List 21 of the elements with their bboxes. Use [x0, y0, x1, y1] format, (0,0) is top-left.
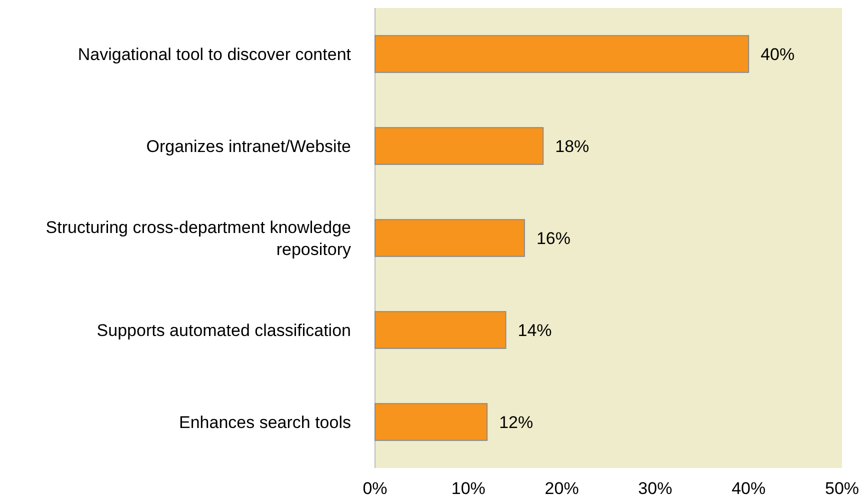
bar	[374, 35, 750, 73]
bar	[374, 403, 488, 441]
x-tick-label: 20%	[544, 479, 579, 498]
y-tick-label: Navigational tool to discover content	[78, 44, 352, 64]
x-tick-label: 0%	[362, 479, 388, 498]
data-label: 40%	[760, 44, 795, 64]
data-label: 14%	[518, 320, 552, 340]
data-label: 16%	[536, 228, 570, 248]
bar	[374, 311, 506, 349]
y-tick-label: Supports automated classification	[96, 320, 351, 340]
x-tick-label: 30%	[638, 479, 672, 498]
x-tick-label: 10%	[451, 479, 486, 498]
y-tick-label: Organizes intranet/Website	[146, 136, 351, 156]
y-tick-label: Enhances search tools	[179, 412, 351, 432]
x-tick-label: 50%	[824, 479, 860, 498]
y-tick-label: Structuring cross-department knowledge repository	[46, 218, 352, 259]
data-label: 18%	[555, 136, 590, 156]
bar	[374, 219, 525, 257]
x-tick-label: 40%	[732, 479, 766, 498]
bar	[374, 127, 544, 165]
data-label: 12%	[499, 412, 534, 432]
